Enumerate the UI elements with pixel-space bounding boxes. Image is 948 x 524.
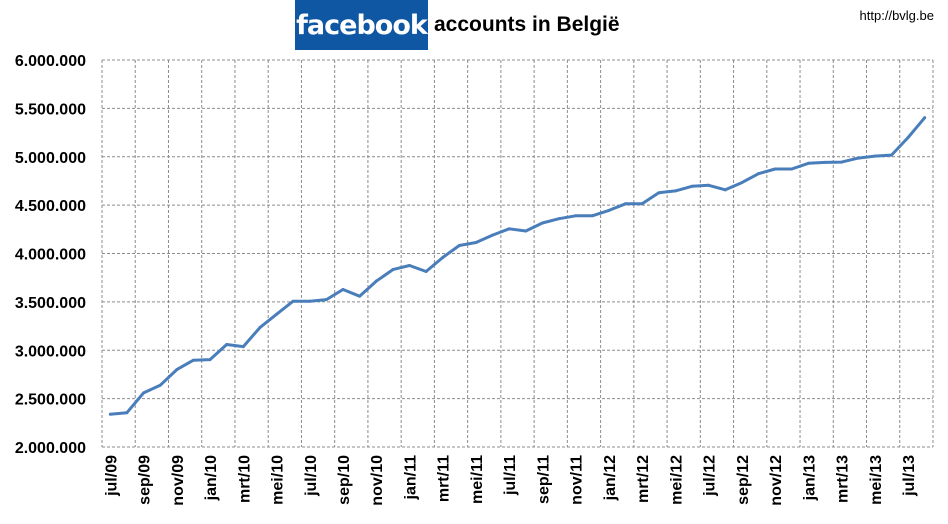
data-point [191,358,195,362]
data-point [175,368,179,372]
data-point [640,202,644,206]
y-tick-label: 4.000.000 [15,247,86,264]
data-point [407,263,411,267]
data-point [358,294,362,298]
data-point [873,154,877,158]
facebook-logo-text: facebook [296,9,428,41]
x-tick-label: mei/12 [668,455,685,505]
data-point [574,214,578,218]
data-point [840,160,844,164]
x-tick-label: mei/10 [270,455,287,505]
data-point [374,279,378,283]
x-tick-label: sep/09 [137,455,154,505]
data-point [557,217,561,221]
data-point [657,191,661,195]
facebook-logo: facebook [295,0,428,50]
data-point [341,287,345,291]
source-url: http://bvlg.be [859,8,934,23]
data-point [806,161,810,165]
y-tick-label: 6.000.000 [15,53,86,70]
grid-lines [101,59,934,448]
data-point [125,411,129,415]
y-tick-label: 2.500.000 [15,392,86,409]
data-point [441,255,445,259]
data-point [507,227,511,231]
x-axis-ticks: jul/09 sep/09 nov/09 jan/10 mrt/10 mei/10 jul/… [103,455,918,506]
data-point [723,188,727,192]
x-tick-label: jul/11 [502,455,519,496]
data-point [923,116,927,120]
x-tick-label: mei/13 [868,455,885,505]
data-point [690,184,694,188]
x-tick-label: jan/10 [203,455,220,501]
data-point [540,221,544,225]
data-point [673,189,677,193]
data-point [823,160,827,164]
data-point [225,343,229,347]
data-point [108,412,112,416]
y-tick-label: 5.500.000 [15,101,86,118]
chart-title: accounts in België [434,13,620,36]
data-point [258,326,262,330]
data-point [291,299,295,303]
data-point [756,172,760,176]
data-point [607,208,611,212]
data-point [308,299,312,303]
data-point [474,240,478,244]
x-tick-label: sep/10 [336,455,353,505]
data-point [142,391,146,395]
data-point [208,358,212,362]
x-tick-label: jul/13 [901,455,918,497]
x-tick-label: mrt/11 [436,455,453,502]
x-tick-label: jan/13 [801,455,818,501]
x-tick-label: nov/11 [569,455,586,505]
x-tick-label: sep/11 [535,455,552,504]
data-point [856,156,860,160]
x-tick-label: jul/09 [103,455,120,497]
x-tick-label: jul/12 [702,455,719,497]
data-point [241,345,245,349]
data-point [457,243,461,247]
data-point [424,269,428,273]
x-tick-label: nov/12 [768,455,785,506]
data-point [624,202,628,206]
x-tick-label: mrt/10 [236,455,253,503]
data-point [707,183,711,187]
data-point [906,135,910,139]
data-point [590,214,594,218]
y-tick-label: 4.500.000 [15,198,86,215]
data-point [391,268,395,272]
series-line-facebook-accounts [110,116,926,416]
data-point [275,312,279,316]
y-tick-label: 3.500.000 [15,295,86,312]
data-point [158,383,162,387]
data-point [491,233,495,237]
y-axis-ticks: 2.000.000 2.500.000 3.000.000 3.500.000 4.00… [15,53,86,457]
y-tick-label: 3.000.000 [15,343,86,360]
data-point [740,181,744,185]
x-tick-label: jan/12 [602,455,619,501]
x-tick-label: mrt/13 [835,455,852,503]
x-tick-label: nov/10 [369,455,386,506]
data-point [524,229,528,233]
x-tick-label: jan/11 [402,455,419,501]
data-point [790,167,794,171]
data-point [889,153,893,157]
y-tick-label: 2.000.000 [15,440,86,457]
x-tick-label: jul/10 [303,455,320,497]
series-layer [108,116,927,416]
x-tick-label: mrt/12 [635,455,652,503]
data-point [773,167,777,171]
x-tick-label: nov/09 [170,455,187,506]
y-tick-label: 5.000.000 [15,150,86,167]
x-tick-label: sep/12 [735,455,752,505]
x-tick-label: mei/11 [469,455,486,504]
data-point [324,298,328,302]
